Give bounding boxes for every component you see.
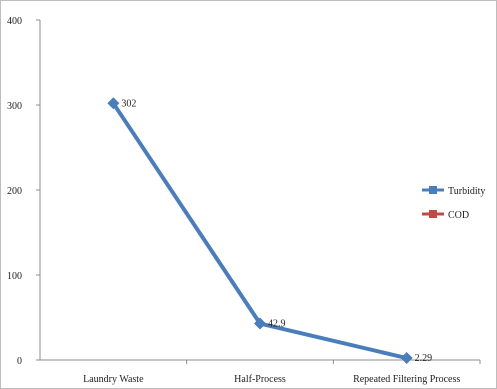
data-label: 302 — [121, 98, 136, 109]
data-label: 42.9 — [268, 319, 286, 330]
legend-label: Turbidity — [448, 186, 485, 197]
data-point-marker — [107, 97, 120, 110]
legend: Turbidity COD — [422, 186, 485, 221]
y-tick-label: 200 — [7, 186, 22, 197]
x-category-label: Repeated Filtering Process — [353, 374, 460, 385]
axes — [39, 20, 480, 361]
data-point-marker — [400, 352, 413, 365]
y-axis-ticks: 0 100 200 300 400 — [7, 16, 40, 367]
x-category-label: Half-Process — [234, 374, 286, 385]
y-tick-label: 400 — [7, 16, 22, 27]
data-label: 2.29 — [415, 353, 433, 364]
legend-swatch-marker — [429, 210, 437, 218]
legend-swatch-marker — [429, 186, 437, 194]
series-group: 302 42.9 2.29 — [107, 97, 433, 365]
data-point-marker — [254, 317, 266, 330]
y-tick-label: 100 — [7, 271, 22, 282]
x-category-label: Laundry Waste — [83, 374, 144, 385]
x-axis-categories: Laundry Waste Half-Process Repeated Filter… — [83, 360, 481, 385]
y-tick-label: 300 — [7, 101, 22, 112]
legend-label: COD — [448, 210, 469, 221]
y-tick-label: 0 — [17, 356, 22, 367]
